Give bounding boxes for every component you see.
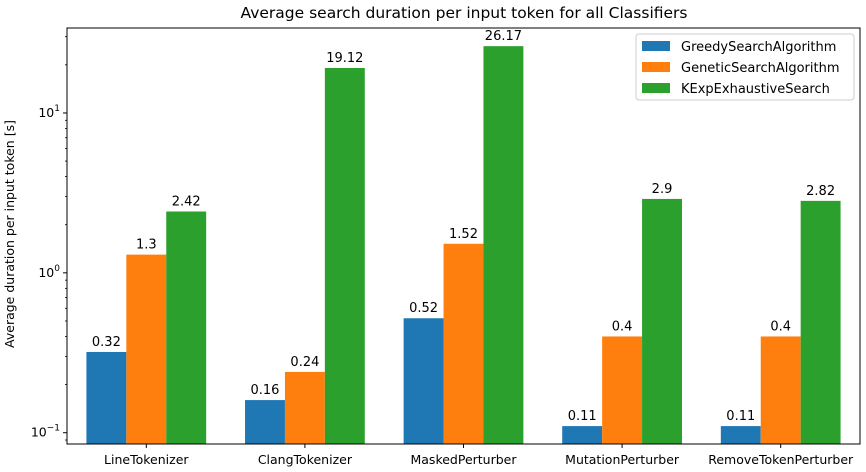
bar-GeneticSearchAlgorithm-ClangTokenizer — [284, 371, 325, 444]
y-tick-exponent: 0 — [54, 264, 60, 274]
bar-GreedySearchAlgorithm-MutationPerturber — [562, 426, 603, 444]
bar-KExpExhaustiveSearch-RemoveTokenPerturber — [800, 200, 841, 444]
legend-label: GreedySearchAlgorithm — [681, 40, 836, 55]
data-label: 0.32 — [92, 335, 121, 350]
y-axis-label: Average duration per input token [s] — [2, 120, 17, 348]
data-label: 2.9 — [652, 182, 673, 197]
legend-label: KExpExhaustiveSearch — [681, 82, 830, 97]
chart-title: Average search duration per input token … — [241, 4, 688, 22]
bar-GeneticSearchAlgorithm-MaskedPerturber — [443, 243, 484, 444]
bar-GreedySearchAlgorithm-RemoveTokenPerturber — [720, 426, 761, 444]
x-tick-label: ClangTokenizer — [258, 452, 353, 467]
plot-frame — [66, 27, 861, 445]
y-tick-exponent: −1 — [47, 424, 60, 434]
y-tick-exponent: 1 — [54, 104, 60, 114]
data-label: 0.24 — [290, 355, 319, 370]
y-tick-base: 10 — [31, 425, 47, 440]
bar-GeneticSearchAlgorithm-MutationPerturber — [602, 336, 643, 444]
legend-swatch — [642, 83, 670, 93]
data-label: 0.16 — [251, 383, 280, 398]
x-tick-label: LineTokenizer — [104, 452, 189, 467]
data-label: 0.11 — [568, 409, 597, 424]
legend-box — [635, 33, 855, 101]
data-label: 0.4 — [770, 319, 791, 334]
y-tick-label: 101 — [38, 104, 60, 120]
y-tick-label: 10−1 — [31, 424, 60, 440]
bar-KExpExhaustiveSearch-ClangTokenizer — [324, 67, 365, 445]
bar-KExpExhaustiveSearch-MaskedPerturber — [483, 46, 524, 444]
data-label: 2.82 — [806, 184, 835, 199]
bar-GreedySearchAlgorithm-MaskedPerturber — [403, 318, 444, 444]
bar-GeneticSearchAlgorithm-LineTokenizer — [126, 254, 167, 444]
bar-KExpExhaustiveSearch-LineTokenizer — [166, 211, 207, 444]
legend: GreedySearchAlgorithm GeneticSearchAlgori… — [635, 33, 855, 101]
y-tick-label: 100 — [38, 264, 60, 280]
data-label: 0.52 — [409, 301, 438, 316]
x-axis-ticks: LineTokenizer ClangTokenizer MaskedPerturb… — [104, 444, 854, 467]
legend-label: GeneticSearchAlgorithm — [681, 61, 840, 76]
data-label: 26.17 — [485, 29, 522, 44]
data-label: 19.12 — [326, 51, 363, 66]
data-label: 2.42 — [172, 194, 201, 209]
x-tick-label: RemoveTokenPerturber — [708, 452, 854, 467]
legend-swatch — [642, 62, 670, 72]
data-label: 0.11 — [726, 409, 755, 424]
bar-GreedySearchAlgorithm-LineTokenizer — [86, 351, 127, 444]
y-tick-base: 10 — [38, 265, 54, 280]
x-tick-label: MaskedPerturber — [410, 452, 517, 467]
y-tick-base: 10 — [38, 105, 54, 120]
bar-KExpExhaustiveSearch-MutationPerturber — [642, 198, 682, 444]
data-labels-group: 0.32 1.3 2.42 0.16 0.24 19.12 0.52 1.52 26.17 0.1… — [92, 29, 835, 424]
x-tick-label: MutationPerturber — [565, 452, 680, 467]
bars-group — [86, 46, 841, 445]
data-label: 1.52 — [449, 227, 478, 242]
data-label: 1.3 — [136, 238, 157, 253]
legend-swatch — [642, 41, 670, 51]
bar-GeneticSearchAlgorithm-RemoveTokenPerturber — [760, 336, 801, 444]
data-label: 0.4 — [612, 319, 633, 334]
bar-GreedySearchAlgorithm-ClangTokenizer — [245, 400, 285, 444]
